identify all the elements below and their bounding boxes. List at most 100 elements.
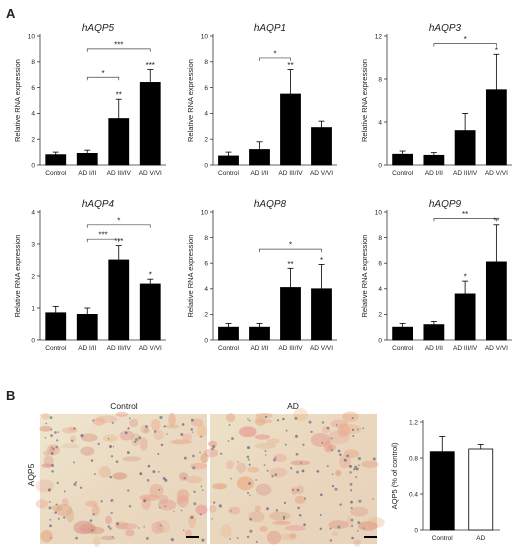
bar <box>139 82 161 166</box>
x-tick-label: AD V/VI <box>485 170 508 177</box>
stain-spot <box>294 495 306 504</box>
stain-spot <box>168 412 176 427</box>
nucleus <box>193 502 197 506</box>
stain-spot <box>254 505 261 513</box>
nucleus <box>298 513 302 517</box>
stain-spot <box>321 426 331 434</box>
x-tick-label: AD V/VI <box>310 345 333 352</box>
nucleus <box>301 469 305 473</box>
significance-star: ** <box>287 61 293 70</box>
y-tick-label: 1.2 <box>409 419 418 426</box>
nucleus <box>331 485 335 488</box>
bracket-label: *** <box>98 231 107 240</box>
nucleus <box>164 505 167 508</box>
y-tick-label: 6 <box>378 261 382 268</box>
chart-title: hAQP5 <box>82 23 115 34</box>
stain-spot <box>203 448 219 458</box>
nucleus <box>255 479 258 481</box>
bar <box>423 154 445 166</box>
nucleus <box>180 509 183 512</box>
y-tick-label: 4 <box>204 111 208 118</box>
nucleus <box>320 493 323 497</box>
x-tick-label: Control <box>45 170 67 177</box>
nucleus <box>100 500 103 503</box>
nucleus <box>228 424 231 426</box>
nucleus <box>273 458 276 462</box>
nucleus <box>190 428 193 431</box>
nucleus <box>283 515 286 519</box>
nucleus <box>71 439 74 442</box>
significance-star: ** <box>116 91 122 100</box>
stain-spot <box>273 453 287 462</box>
nucleus <box>73 461 75 464</box>
nucleus <box>362 427 365 430</box>
nucleus <box>143 499 147 503</box>
chart-haqp3: hAQP3 Relative RNA expression 0 4 8 12 Control… <box>360 23 512 177</box>
y-tick-label: 10 <box>375 209 383 216</box>
nucleus <box>249 517 252 521</box>
nucleus <box>227 440 230 442</box>
bracket-label: *** <box>114 40 123 49</box>
stain-spot <box>259 526 268 532</box>
y-axis-label: Relative RNA expression <box>360 235 369 318</box>
nucleus <box>282 517 285 520</box>
nucleus <box>296 470 299 474</box>
micrograph-title-control: Control <box>110 401 138 411</box>
bar <box>280 93 301 166</box>
nucleus <box>135 438 138 441</box>
nucleus <box>201 489 204 491</box>
bar <box>454 130 476 166</box>
nucleus <box>92 513 95 516</box>
chart-haqp4: hAQP4 Relative RNA expression 0 1 2 3 4 Control… <box>13 199 166 352</box>
y-tick-label: 8 <box>31 59 35 66</box>
nucleus <box>264 450 267 452</box>
x-tick-label: AD V/VI <box>139 345 162 352</box>
nucleus <box>49 416 53 420</box>
chart-title: hAQP4 <box>82 199 115 210</box>
nucleus <box>357 521 361 525</box>
nucleus <box>139 472 143 476</box>
stain-spot <box>353 539 361 547</box>
nucleus <box>112 445 115 448</box>
nucleus <box>190 515 194 519</box>
y-tick-label: 8 <box>204 59 208 66</box>
nucleus <box>303 497 307 500</box>
stain-spot <box>328 520 349 530</box>
nucleus <box>346 454 349 458</box>
y-tick-label: 0 <box>414 527 418 534</box>
y-tick-label: 3 <box>31 241 35 248</box>
bar <box>45 312 67 341</box>
nucleus <box>193 490 196 493</box>
nucleus <box>146 478 150 482</box>
bar <box>108 118 130 166</box>
nucleus <box>321 421 325 424</box>
nucleus <box>49 518 52 521</box>
nucleus <box>147 464 151 468</box>
micrograph-ad <box>203 407 385 547</box>
bar <box>76 152 98 166</box>
chart-haqp8: hAQP8 Relative RNA expression 0 2 4 6 8 10 Contr… <box>186 199 337 352</box>
nucleus <box>192 466 196 470</box>
stain-spot <box>139 494 160 501</box>
nucleus <box>157 470 160 473</box>
significance-bracket <box>433 43 497 47</box>
significance-star: * <box>320 256 323 265</box>
nucleus <box>115 460 119 464</box>
nucleus <box>319 513 322 516</box>
nucleus <box>274 473 278 476</box>
stain-spot <box>102 434 118 442</box>
stain-spot <box>248 511 265 523</box>
stain-spot <box>129 418 139 428</box>
nucleus <box>263 464 266 467</box>
nucleus <box>92 419 95 422</box>
micrograph-control <box>35 411 209 548</box>
nucleus <box>57 517 60 520</box>
significance-star: ** <box>287 260 293 269</box>
stain-spot <box>61 443 80 449</box>
nucleus <box>54 431 57 434</box>
bar <box>218 326 239 341</box>
nucleus <box>274 456 277 459</box>
nucleus <box>321 441 324 444</box>
stain-spot <box>95 415 118 424</box>
nucleus <box>350 500 353 504</box>
